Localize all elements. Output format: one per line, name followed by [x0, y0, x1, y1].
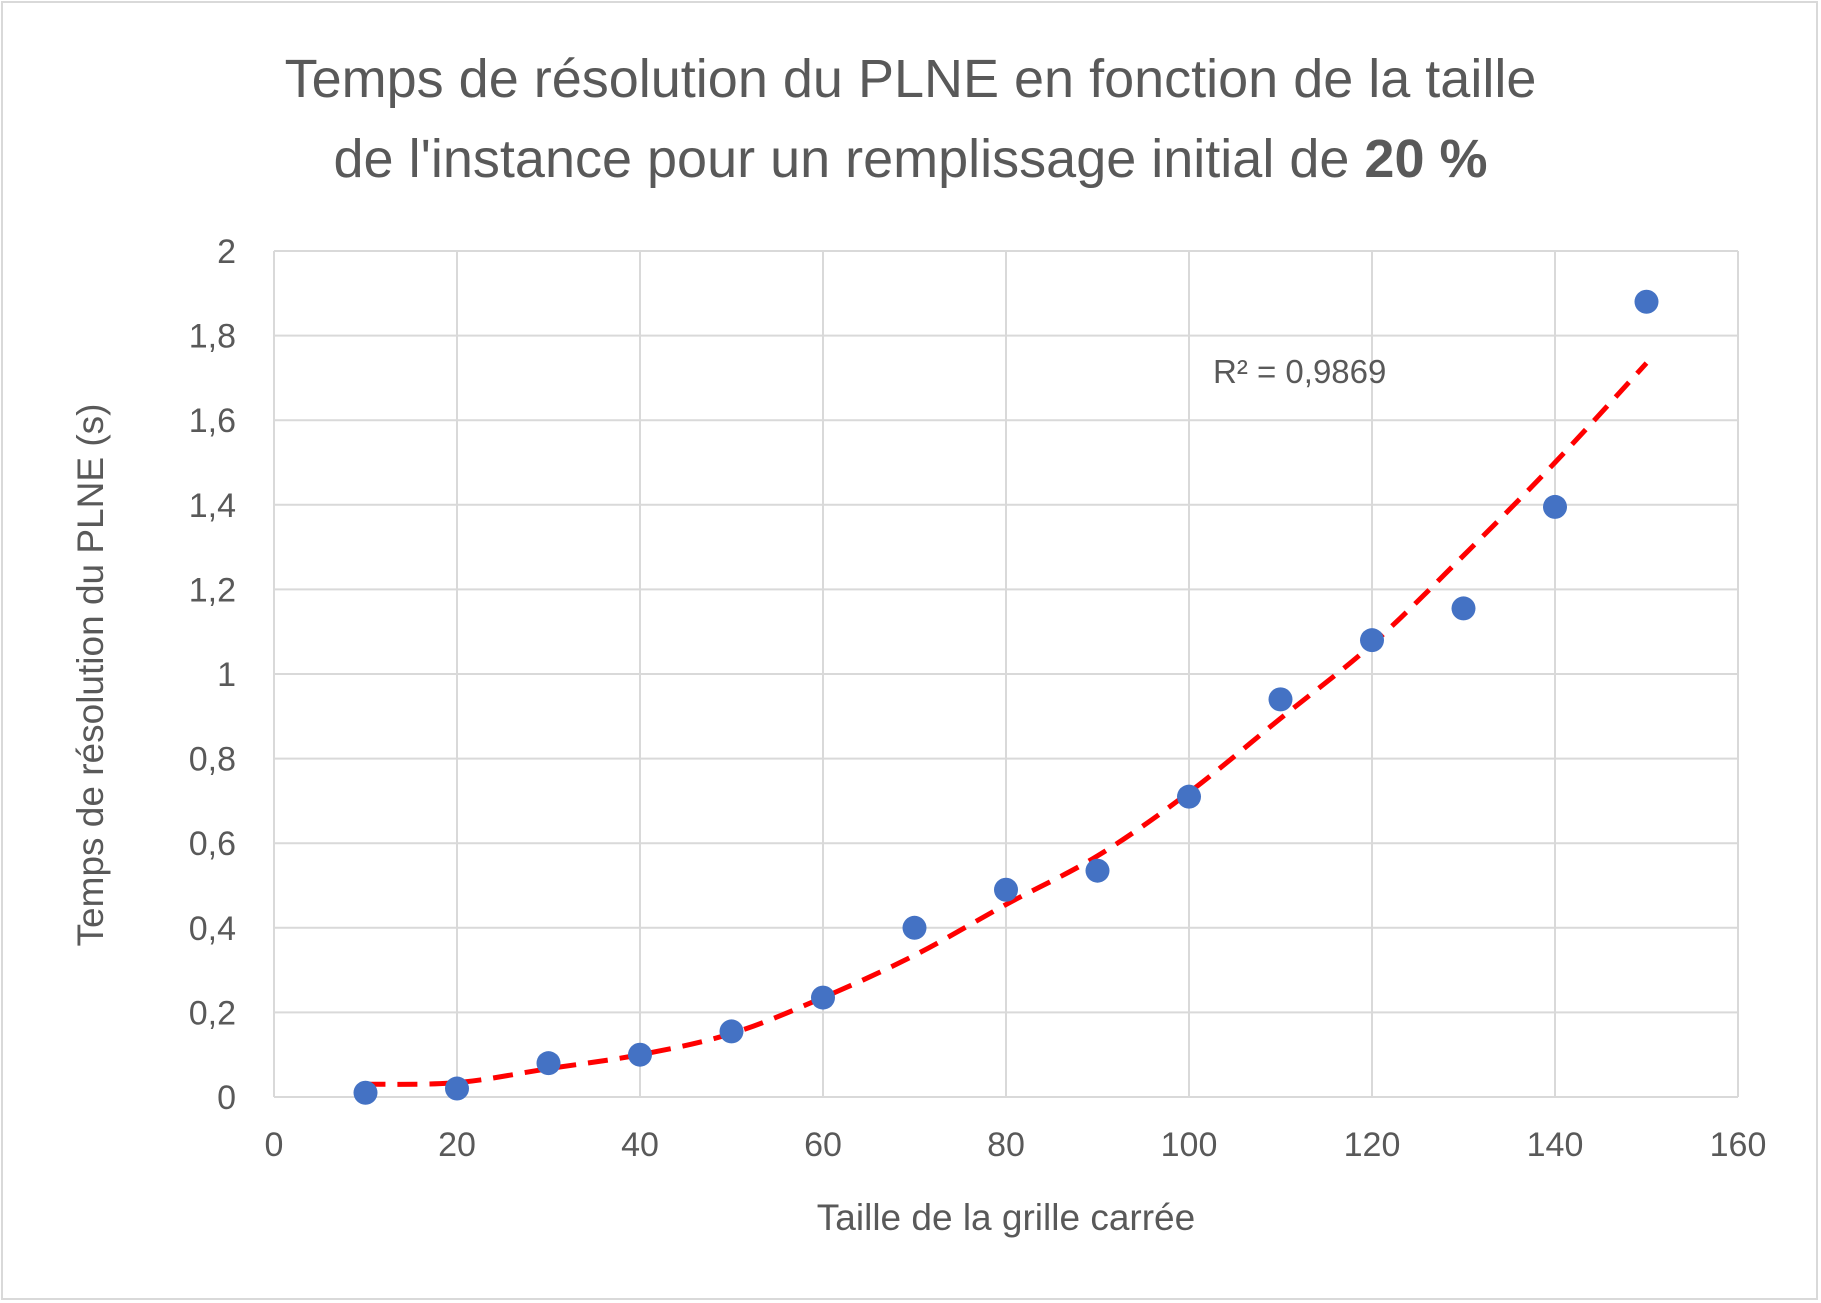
y-tick-label: 1,8 — [189, 318, 236, 356]
data-point — [1085, 858, 1110, 883]
r-squared-annotation: R² = 0,9869 — [1213, 353, 1386, 390]
chart-title-line2-bold: 20 % — [1364, 129, 1488, 189]
data-point — [1634, 289, 1659, 314]
y-tick-label: 0,6 — [189, 825, 236, 863]
data-point — [536, 1051, 561, 1076]
data-point — [628, 1042, 652, 1067]
data-point — [353, 1080, 378, 1105]
data-point — [811, 985, 835, 1010]
x-axis-title: Taille de la grille carrée — [817, 1197, 1195, 1238]
chart-title-line2-text: de l'instance pour un remplissage initia… — [333, 129, 1365, 189]
x-tick-label: 20 — [438, 1126, 476, 1164]
data-points — [353, 289, 1659, 1105]
x-tick-label: 100 — [1161, 1126, 1218, 1164]
y-tick-label: 1,2 — [189, 571, 236, 609]
y-tick-label: 0 — [217, 1079, 236, 1117]
data-point — [1268, 687, 1293, 712]
x-tick-label: 80 — [987, 1126, 1025, 1164]
x-tick-label: 140 — [1527, 1126, 1584, 1164]
x-tick-label: 40 — [621, 1126, 659, 1164]
trendline — [365, 361, 1649, 1087]
x-tick-label: 160 — [1710, 1126, 1767, 1164]
data-point — [994, 877, 1018, 902]
x-tick-labels: 0 20 40 60 80 100 120 140 160 — [265, 1126, 1767, 1164]
y-tick-labels: 0 0,2 0,4 0,6 0,8 1 1,2 1,4 1,6 1,8 2 — [189, 233, 236, 1117]
gridlines — [273, 250, 1739, 1098]
y-tick-label: 1,6 — [189, 402, 236, 440]
chart-title-line2: de l'instance pour un remplissage initia… — [0, 132, 1821, 186]
y-axis-title: Temps de résolution du PLNE (s) — [70, 404, 111, 947]
y-tick-label: 2 — [217, 233, 236, 271]
chart-title-line1: Temps de résolution du PLNE en fonction … — [284, 49, 1537, 109]
y-tick-label: 1,4 — [189, 487, 236, 525]
data-point — [445, 1076, 469, 1101]
y-tick-label: 1 — [217, 656, 236, 694]
y-tick-label: 0,2 — [189, 994, 236, 1032]
data-point — [902, 915, 927, 940]
x-tick-label: 0 — [265, 1126, 284, 1164]
data-point — [1451, 596, 1476, 621]
y-tick-label: 0,4 — [189, 910, 236, 948]
data-point — [1360, 628, 1384, 653]
data-point — [1177, 784, 1201, 809]
x-tick-label: 120 — [1344, 1126, 1401, 1164]
data-point — [719, 1019, 744, 1044]
data-point — [1543, 494, 1567, 519]
x-tick-label: 60 — [804, 1126, 842, 1164]
y-tick-label: 0,8 — [189, 741, 236, 779]
